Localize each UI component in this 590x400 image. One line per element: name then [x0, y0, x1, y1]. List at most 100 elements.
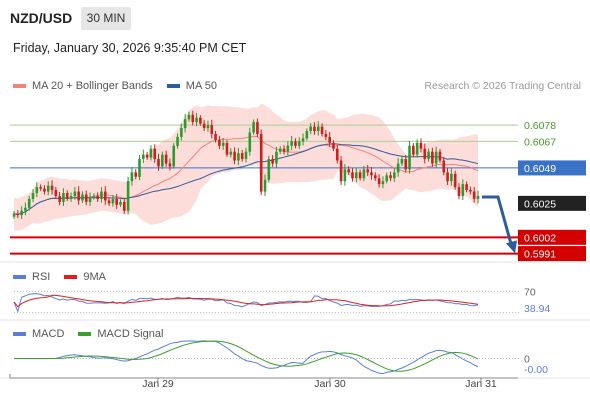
level-tag-0.6002	[518, 229, 586, 245]
candle-body	[259, 133, 263, 192]
candle-body	[240, 153, 244, 160]
candle-body	[206, 125, 210, 129]
macd-signal-legend-label: MACD Signal	[97, 328, 164, 340]
candle-body	[354, 172, 358, 179]
level-label-0.6049: 0.6049	[524, 163, 556, 175]
candle-body	[58, 195, 61, 202]
macd-last-value: -0.00	[524, 364, 548, 376]
candle-body	[35, 187, 39, 194]
macd-legend-label: MACD	[32, 328, 65, 340]
forecast-arrow	[482, 195, 514, 248]
candle-body	[252, 122, 255, 133]
candle-body	[275, 151, 278, 164]
symbol-title: NZD/USD	[10, 10, 73, 26]
candle-body	[278, 148, 282, 152]
candle-body	[199, 117, 202, 124]
level-tag-0.6025	[518, 195, 586, 211]
candle-body	[46, 185, 50, 192]
candle-body	[50, 185, 54, 191]
candle-body	[358, 172, 362, 179]
research-credit: Research © 2026 Trading Central	[424, 80, 581, 92]
candle-body	[73, 191, 77, 196]
candle-body	[69, 195, 73, 199]
candle-body	[415, 142, 419, 155]
rsi-9ma-line	[13, 294, 479, 308]
timeframe-button[interactable]: 30 MIN	[81, 7, 131, 30]
main-legend: MA 20 + Bollinger Bands MA 50	[13, 80, 217, 92]
candle-body	[54, 190, 58, 196]
candle-body	[138, 159, 141, 177]
candle-body	[374, 175, 377, 179]
rsi-9ma-legend-swatch	[64, 275, 78, 279]
ma50-line	[13, 143, 479, 215]
candle-body	[229, 151, 233, 155]
candle-body	[122, 201, 126, 211]
candle-body	[328, 136, 331, 143]
candle-body	[442, 160, 446, 173]
candle-body	[153, 148, 157, 160]
candle-body	[419, 142, 423, 149]
candle-body	[324, 133, 328, 137]
candle-body	[115, 198, 118, 205]
candle-body	[130, 172, 134, 182]
candle-body	[335, 148, 339, 161]
candle-body	[237, 153, 240, 161]
candle-body	[164, 154, 168, 164]
candle-body	[301, 138, 305, 142]
candle-body	[119, 201, 122, 205]
candle-body	[107, 200, 111, 204]
macd-level-label: 0	[524, 354, 530, 366]
candle-body	[438, 151, 442, 161]
macd-signal-line	[14, 340, 479, 372]
candle-body	[161, 154, 164, 167]
candle-body	[465, 184, 468, 191]
rsi-9ma-legend-label: 9MA	[83, 271, 106, 283]
candle-body	[453, 173, 457, 188]
candle-body	[389, 175, 392, 179]
level-tag-0.5991	[518, 246, 586, 262]
candle-body	[472, 191, 476, 199]
candle-body	[202, 123, 206, 129]
candle-body	[381, 181, 385, 185]
candle-body	[96, 195, 99, 199]
level-label-0.5991: 0.5991	[524, 249, 556, 261]
candle-body	[267, 159, 271, 180]
candle-body	[400, 159, 404, 164]
candle-body	[111, 198, 115, 204]
rsi-line	[13, 293, 479, 313]
rsi-level-label: 70	[524, 286, 536, 298]
chart-datetime: Friday, January 30, 2026 9:35:40 PM CET	[13, 41, 247, 55]
forecast-arrowhead	[506, 240, 517, 254]
candle-body	[221, 142, 225, 146]
candle-body	[24, 207, 27, 211]
ma20-line	[13, 135, 479, 215]
candle-body	[77, 191, 80, 201]
candle-body	[81, 194, 84, 201]
candle-body	[339, 160, 343, 182]
candle-body	[31, 193, 35, 199]
candle-body	[43, 188, 46, 192]
level-label-0.6025: 0.6025	[524, 198, 556, 210]
rsi-legend: RSI 9MA	[13, 271, 106, 283]
candle-body	[286, 145, 290, 152]
candle-body	[408, 145, 411, 170]
candle-body	[84, 194, 88, 202]
candle-body	[332, 142, 335, 149]
candle-body	[183, 119, 187, 129]
candle-body	[27, 198, 31, 208]
candle-body	[248, 132, 252, 152]
candle-body	[271, 159, 274, 164]
macd-line	[14, 340, 479, 375]
candle-body	[294, 141, 297, 146]
candle-body	[134, 172, 138, 177]
candle-body	[176, 136, 179, 146]
candle-body	[244, 151, 248, 160]
candle-body	[446, 172, 449, 182]
candle-body	[103, 191, 107, 201]
candle-body	[366, 169, 370, 173]
candle-body	[343, 169, 347, 182]
ma20-legend-label: MA 20 + Bollinger Bands	[32, 80, 153, 92]
candle-body	[88, 197, 92, 202]
candle-body	[290, 141, 293, 146]
